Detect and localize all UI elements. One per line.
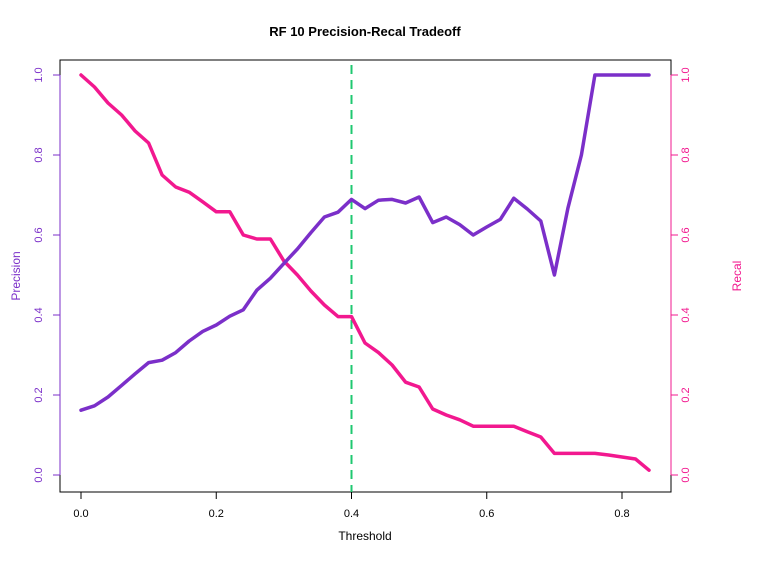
precision-tick-label: 0.0: [33, 467, 45, 482]
recal-series-line: [79, 73, 651, 472]
precision-tick-label: 0.8: [33, 147, 45, 162]
recall-tick-label: 0.2: [680, 387, 692, 402]
series-layer: [79, 73, 651, 472]
precision-axis: 0.0 0.2 0.4 0.6 0.8 1.0: [33, 67, 61, 483]
plot-frame: [59, 59, 672, 493]
x-tick-label: 0.8: [614, 508, 629, 520]
precision-series-line: [79, 73, 651, 412]
recall-tick-label: 0.6: [680, 227, 692, 242]
precision-tick-label: 1.0: [33, 67, 45, 82]
recall-tick-label: 0.8: [680, 147, 692, 162]
precision-tick-label: 0.6: [33, 227, 45, 242]
precision-axis-label: Precision: [9, 251, 23, 300]
recall-tick-label: 0.0: [680, 467, 692, 482]
chart-title: RF 10 Precision-Recal Tradeoff: [269, 24, 461, 39]
recall-tick-label: 0.4: [680, 307, 692, 322]
x-axis-label: Threshold: [338, 529, 391, 543]
x-tick-label: 0.4: [344, 508, 359, 520]
x-tick-label: 0.2: [209, 508, 224, 520]
precision-tick-label: 0.2: [33, 387, 45, 402]
x-tick-label: 0.6: [479, 508, 494, 520]
x-axis: 0.0 0.2 0.4 0.6 0.8: [73, 491, 630, 520]
recall-axis: 0.0 0.2 0.4 0.6 0.8 1.0: [670, 67, 692, 483]
x-tick-label: 0.0: [73, 508, 88, 520]
precision-tick-label: 0.4: [33, 307, 45, 322]
recall-tick-label: 1.0: [680, 67, 692, 82]
recall-axis-label: Recal: [730, 261, 744, 292]
